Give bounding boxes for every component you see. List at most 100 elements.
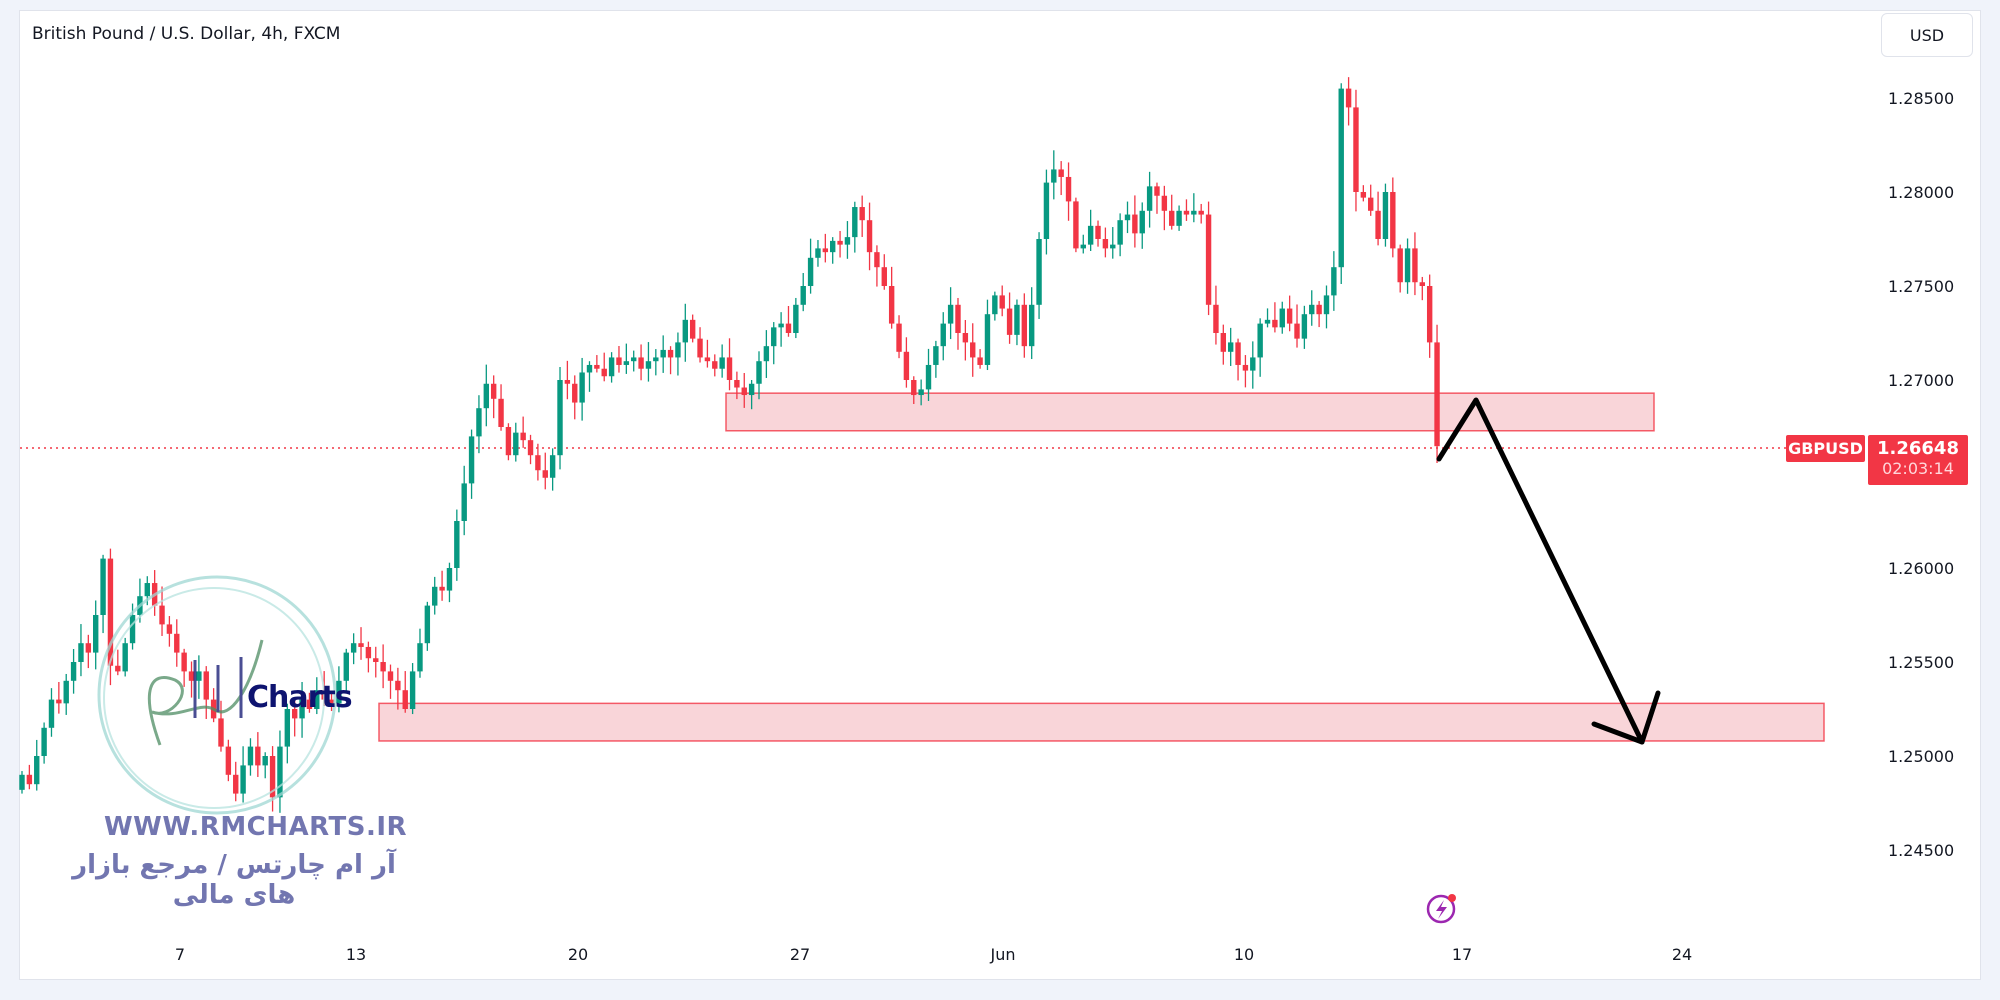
- y-tick: 1.25000: [1888, 747, 1954, 766]
- candle-body: [387, 671, 394, 681]
- candle: [719, 344, 725, 378]
- candle: [616, 345, 622, 373]
- candle: [387, 664, 394, 699]
- x-tick: 24: [1672, 945, 1692, 964]
- y-tick: 1.24500: [1888, 841, 1954, 860]
- candle-body: [1390, 192, 1396, 249]
- candle-body: [601, 368, 607, 377]
- candle-body: [1028, 304, 1035, 347]
- candle-body: [373, 658, 379, 662]
- candle: [284, 703, 291, 764]
- candle: [970, 323, 976, 377]
- candle: [947, 287, 954, 340]
- candle-body: [476, 408, 482, 437]
- candle: [1264, 308, 1271, 328]
- candle: [513, 422, 519, 462]
- candle-body: [881, 267, 887, 286]
- candle-body: [822, 248, 829, 253]
- candle: [925, 348, 932, 401]
- lightning-icon[interactable]: [1426, 894, 1456, 924]
- candle-body: [844, 237, 851, 245]
- candle: [1375, 191, 1381, 246]
- candle-body: [19, 774, 25, 790]
- candle: [712, 354, 718, 377]
- candle: [446, 562, 453, 603]
- candle: [844, 221, 851, 259]
- candle: [48, 688, 55, 737]
- candle-body: [26, 774, 33, 785]
- candle-body: [1006, 308, 1013, 335]
- candle-body: [365, 646, 372, 659]
- candle-body: [741, 387, 747, 396]
- candle-body: [1220, 333, 1227, 352]
- projection-arrow[interactable]: [1436, 397, 1645, 745]
- resistance-zone[interactable]: [725, 392, 1655, 432]
- candle: [1051, 150, 1057, 200]
- candle: [196, 655, 202, 699]
- x-tick: 20: [568, 945, 588, 964]
- candle-body: [852, 207, 858, 238]
- candle: [78, 624, 84, 677]
- candle: [667, 346, 674, 375]
- candle-body: [1146, 186, 1153, 211]
- candle-body: [542, 470, 548, 478]
- candle: [1404, 238, 1411, 294]
- candle: [1250, 341, 1256, 389]
- candle-body: [1331, 267, 1337, 296]
- candle: [1169, 194, 1175, 230]
- x-tick: 27: [790, 945, 810, 964]
- y-tick: 1.27500: [1888, 277, 1954, 296]
- candle-body: [837, 240, 843, 245]
- candle-body: [719, 357, 725, 369]
- candle-body: [1110, 244, 1116, 249]
- candle: [299, 681, 305, 738]
- candle: [1191, 193, 1197, 223]
- currency-button[interactable]: USD: [1881, 13, 1973, 57]
- candle-body: [1294, 323, 1300, 339]
- candle: [358, 627, 364, 660]
- candle-body: [314, 690, 320, 709]
- candle: [1006, 292, 1013, 344]
- candle: [1198, 203, 1204, 224]
- candle: [741, 372, 747, 408]
- x-tick: Jun: [990, 945, 1016, 964]
- candle-body: [188, 671, 195, 681]
- watermark-tagline: آر ام چارتس / مرجع بازار های مالی: [72, 850, 396, 910]
- candle: [1279, 301, 1285, 334]
- candle-body: [1014, 304, 1020, 335]
- candle: [645, 342, 652, 382]
- candle-body: [233, 774, 239, 794]
- candle-body: [1279, 308, 1285, 328]
- candle: [962, 320, 969, 361]
- candle-body: [1169, 210, 1175, 226]
- candle-body: [785, 323, 792, 333]
- candle-body: [336, 680, 342, 704]
- candle: [1294, 304, 1300, 348]
- candle-body: [645, 361, 652, 369]
- candle: [240, 746, 246, 803]
- candle-body: [940, 323, 946, 347]
- candle: [343, 648, 349, 692]
- candle-body: [1073, 201, 1079, 249]
- candle: [1124, 201, 1131, 234]
- candle: [888, 266, 895, 329]
- candle: [778, 312, 784, 347]
- candle: [115, 649, 121, 676]
- candle: [1014, 299, 1020, 346]
- candle: [424, 601, 431, 651]
- last-price: 1.26648: [1877, 438, 1959, 459]
- support-zone[interactable]: [378, 702, 1825, 742]
- candle-body: [203, 671, 209, 700]
- candle: [262, 752, 268, 779]
- candle: [1213, 285, 1219, 345]
- candle-body: [1264, 319, 1271, 324]
- candle-body: [277, 746, 283, 798]
- candle-body: [807, 257, 814, 286]
- candle-body: [181, 652, 187, 672]
- candle: [572, 375, 578, 420]
- candle: [1183, 199, 1190, 221]
- x-tick: 13: [346, 945, 366, 964]
- candle: [1316, 301, 1322, 328]
- candle-body: [1412, 248, 1418, 283]
